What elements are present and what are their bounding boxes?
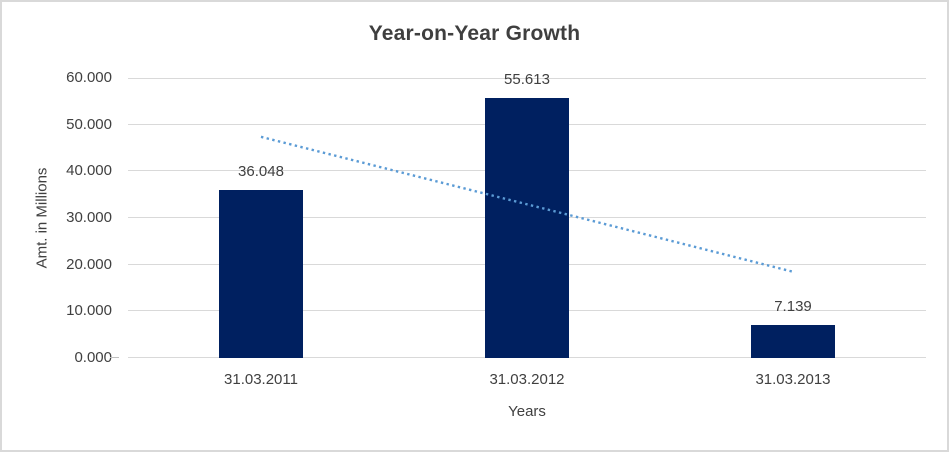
y-tick-label: 20.000 [66,255,112,273]
trendline[interactable] [260,135,794,273]
x-tick-label: 31.03.2012 [489,371,565,388]
y-tick-label: 50.000 [66,115,112,133]
bar-31.03.2012[interactable] [485,98,569,358]
y-tick-label: 30.000 [66,209,112,226]
trendline-layer [260,135,794,273]
y-tick-label: 0.000 [74,349,112,366]
x-axis-title: Years [508,403,546,420]
chart-title[interactable]: Year-on-Year Growth [368,22,581,45]
x-axis-tick [110,357,119,358]
plot-area [128,78,926,358]
data-label: 7.139 [774,297,812,315]
bar-31.03.2013[interactable] [751,324,835,358]
y-tick-label: 40.000 [66,162,112,180]
gridline [128,78,926,79]
bar-31.03.2011[interactable] [219,189,303,358]
x-tick-label: 31.03.2013 [755,371,831,388]
y-tick-label: 60.000 [66,69,112,86]
x-tick-label: 31.03.2011 [224,371,298,388]
data-label: 36.048 [238,162,284,180]
y-tick-label: 10.000 [66,302,112,320]
data-label: 55.613 [504,71,550,89]
